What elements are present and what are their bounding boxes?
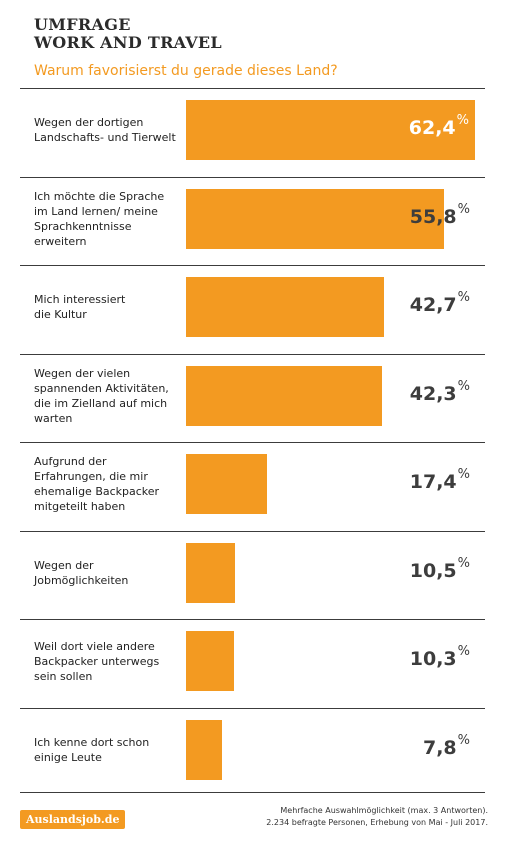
category-label-line: ehemalige Backpacker	[34, 485, 160, 498]
row-divider	[20, 176, 485, 178]
value-unit: %	[457, 555, 470, 571]
category-label-line: im Land lernen/ meine	[34, 204, 158, 218]
row-divider	[20, 619, 485, 620]
category-label-line: Wegen der vielen	[34, 366, 131, 380]
category-label-line: Erfahrungen, die mir	[34, 470, 148, 483]
category-label: Weil dort viele andere Backpacker unterwe…	[34, 639, 184, 684]
category-label-line: Wegen der	[34, 558, 94, 572]
bar	[186, 277, 384, 337]
bar	[186, 631, 234, 691]
category-label-line: Wegen der dortigen	[34, 116, 144, 129]
category-label: Wegen der dortigen Landschafts- und Tierw…	[34, 115, 184, 145]
title-line-1: UMFRAGE	[34, 15, 131, 34]
category-label-line: erweitern	[34, 234, 87, 248]
value-unit: %	[457, 378, 470, 394]
category-label: Ich möchte die Sprache im Land lernen/ me…	[34, 189, 184, 249]
category-label-line: Jobmöglichkeiten	[34, 573, 129, 587]
category-label-line: Ich kenne dort schon	[34, 735, 150, 749]
category-label-line: mitgeteilt haben	[34, 500, 126, 513]
category-label-line: Ich möchte die Sprache	[34, 189, 165, 203]
category-label-line: Aufgrund der	[34, 455, 107, 468]
row-divider	[20, 792, 485, 793]
value-label: 10,3%	[409, 644, 470, 670]
value-number: 10,3	[409, 648, 457, 670]
category-label-line: Sprachkenntnisse	[34, 219, 132, 233]
category-label-line: warten	[34, 411, 73, 425]
category-label-line: Backpacker unterwegs	[34, 654, 160, 668]
category-label-line: spannenden Aktivitäten,	[34, 381, 169, 395]
bar	[186, 188, 444, 249]
title-line-2: WORK AND TRAVEL	[34, 33, 222, 52]
category-label: Wegen der Jobmöglichkeiten	[34, 558, 184, 588]
value-unit: %	[457, 201, 470, 217]
value-unit: %	[457, 732, 470, 748]
value-unit: %	[457, 290, 470, 305]
chart-title: UMFRAGE WORK AND TRAVEL	[34, 16, 222, 52]
value-label: 17,4%	[409, 467, 470, 493]
value-label: 7,8%	[422, 733, 470, 759]
category-label-line: Mich interessiert	[34, 293, 126, 306]
brand-logo: Auslandsjob.de	[20, 810, 126, 829]
value-label: 10,5%	[409, 556, 470, 582]
value-number: 55,8	[409, 205, 457, 228]
category-label-line: die im Zielland auf mich	[34, 396, 168, 410]
row-divider	[20, 265, 485, 266]
value-unit: %	[457, 644, 470, 659]
category-label: Mich interessiert die Kultur	[34, 292, 184, 322]
value-number: 17,4	[409, 471, 457, 493]
bar	[186, 454, 267, 514]
footer-note-line-2: 2.234 befragte Personen, Erhebung von Ma…	[266, 818, 488, 827]
value-label: 62,4%	[408, 113, 469, 139]
value-number: 7,8	[422, 736, 457, 759]
category-label-line: die Kultur	[34, 308, 87, 321]
bar	[186, 365, 382, 426]
value-label: 42,3%	[409, 379, 470, 405]
value-unit: %	[456, 113, 469, 128]
category-label-line: Weil dort viele andere	[34, 639, 155, 653]
bar	[186, 542, 235, 603]
value-number: 42,3	[409, 382, 457, 405]
row-divider	[20, 707, 485, 709]
category-label: Aufgrund der Erfahrungen, die mir ehemalig…	[34, 454, 184, 514]
category-label: Ich kenne dort schon einige Leute	[34, 735, 184, 765]
row-divider	[20, 530, 485, 532]
category-label-line: einige Leute	[34, 750, 102, 764]
value-unit: %	[457, 467, 470, 482]
bar	[186, 719, 222, 780]
footer-note: Mehrfache Auswahlmöglichkeit (max. 3 Ant…	[228, 805, 488, 829]
row-divider	[20, 88, 485, 89]
value-number: 62,4	[408, 117, 456, 139]
row-divider	[20, 442, 485, 443]
row-divider	[20, 353, 485, 355]
value-label: 42,7%	[409, 290, 470, 316]
value-label: 55,8%	[409, 202, 470, 228]
chart-subtitle: Warum favorisierst du gerade dieses Land…	[34, 63, 338, 79]
footer-note-line-1: Mehrfache Auswahlmöglichkeit (max. 3 Ant…	[280, 806, 488, 815]
bar	[186, 100, 475, 160]
value-number: 10,5	[409, 559, 457, 582]
category-label-line: Landschafts- und Tierwelt	[34, 131, 176, 144]
category-label: Wegen der vielen spannenden Aktivitäten, d…	[34, 366, 184, 426]
category-label-line: sein sollen	[34, 669, 93, 683]
value-number: 42,7	[409, 294, 457, 316]
